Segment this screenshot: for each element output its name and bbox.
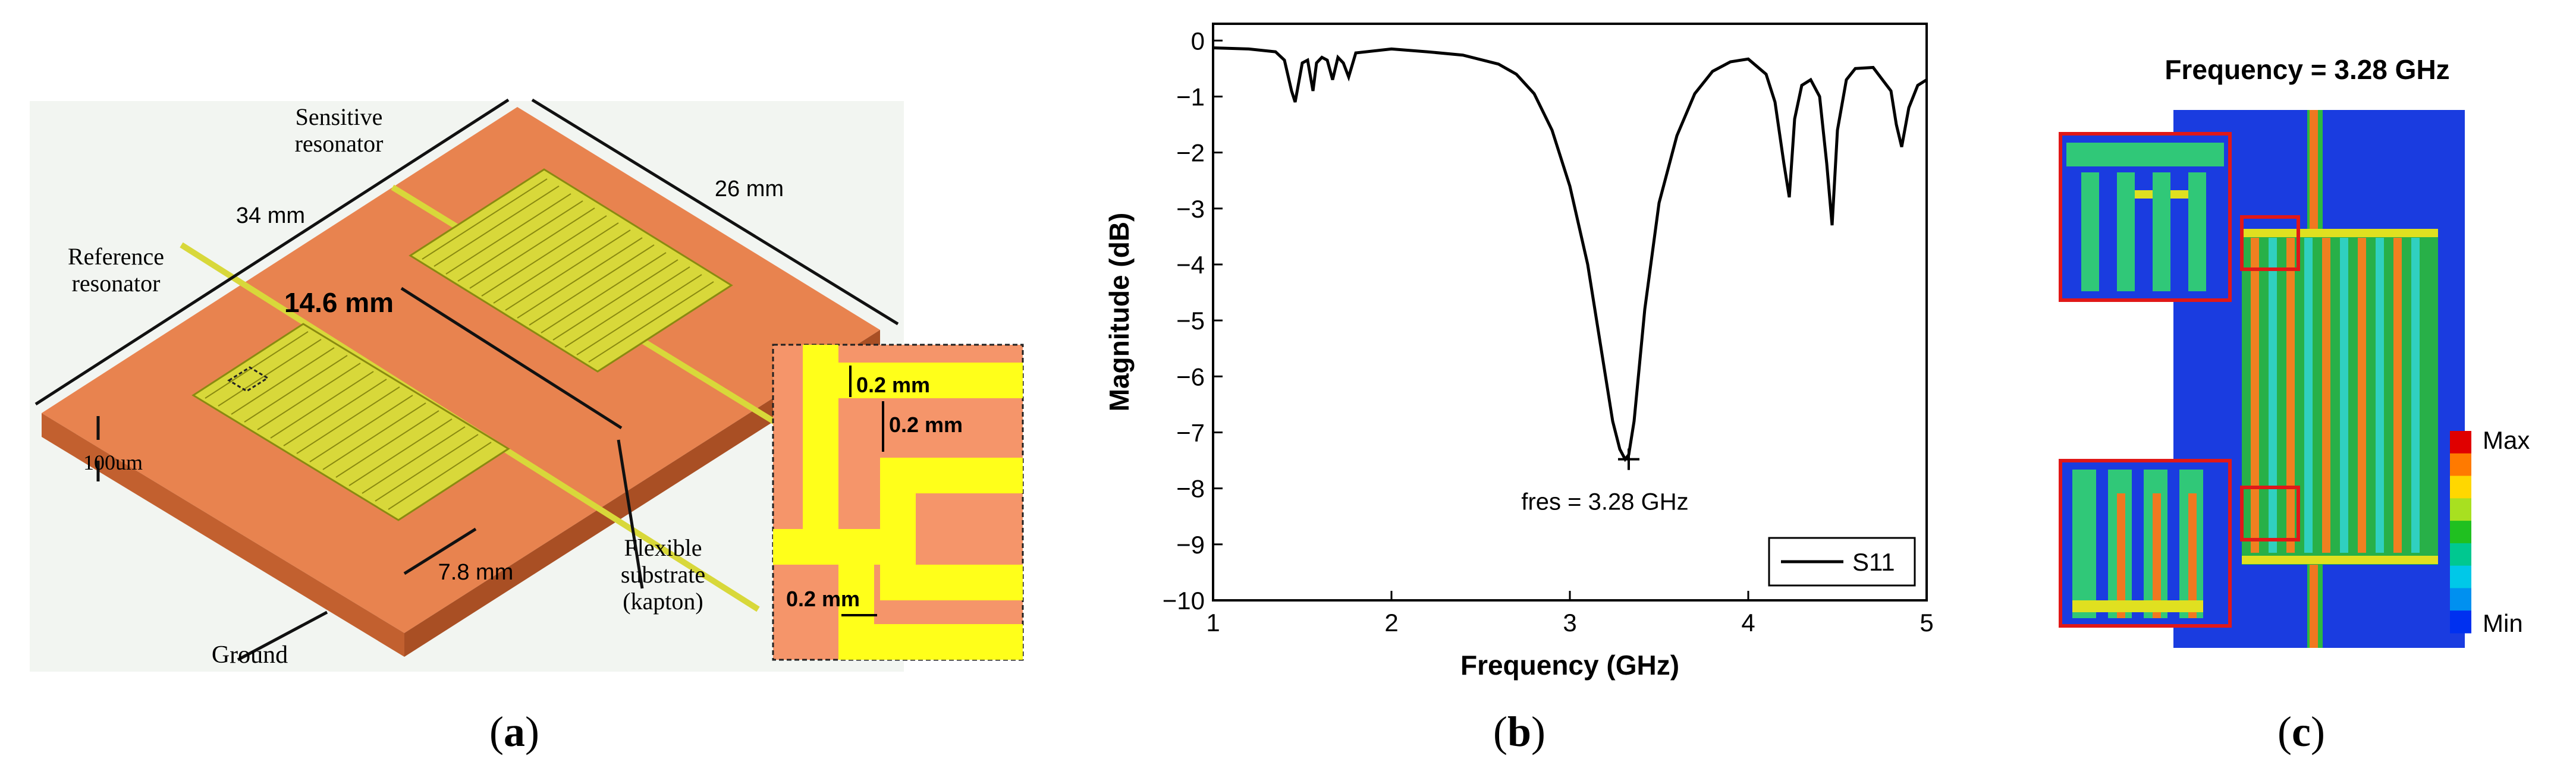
- inset-top: [2059, 132, 2232, 302]
- x-ticks: 1 2 3 4 5: [1206, 591, 1934, 637]
- colorbar-segment: [2450, 543, 2471, 566]
- label-7-8mm: 7.8 mm: [438, 560, 514, 585]
- panel-b: 0 −1 −2 −3 −4 −5 −6 −7 −8 −9 −10 1 2 3 4 5 fres = 3.28…: [1094, 12, 1939, 713]
- resonator-bottom-bar: [2242, 556, 2438, 564]
- y-tick-label: −4: [1176, 251, 1205, 279]
- y-tick-label: −1: [1176, 83, 1205, 111]
- label-kapton: (kapton): [623, 588, 703, 615]
- x-tick-label: 3: [1563, 609, 1576, 637]
- inset-bottom: [2059, 459, 2232, 628]
- panel-a: Sensitive resonator 34 mm 26 mm Referenc…: [24, 95, 1035, 678]
- x-axis-label: Frequency (GHz): [1460, 650, 1679, 681]
- inset-trace-top: [838, 363, 1023, 398]
- caption-c: (c): [2277, 708, 2325, 755]
- caption-a: (a): [489, 708, 539, 755]
- x-tick-label: 2: [1384, 609, 1398, 637]
- colorbar-segment: [2450, 565, 2471, 588]
- colorbar-segment: [2450, 453, 2471, 477]
- caption-b: (b): [1493, 708, 1545, 755]
- y-tick-label: −9: [1176, 531, 1205, 559]
- s11-chart: 0 −1 −2 −3 −4 −5 −6 −7 −8 −9 −10 1 2 3 4 5 fres = 3.28…: [1104, 23, 1934, 681]
- colorbar: [2450, 431, 2471, 634]
- label-sensitive-resonator: resonator: [295, 130, 384, 157]
- y-ticks: 0 −1 −2 −3 −4 −5 −6 −7 −8 −9 −10: [1163, 27, 1223, 615]
- substrate-side-left: [42, 413, 404, 657]
- y-tick-label: −6: [1176, 363, 1205, 391]
- label-ground: Ground: [212, 641, 288, 669]
- sensitive-resonator: [409, 168, 733, 373]
- label-26mm: 26 mm: [715, 177, 784, 201]
- colorbar-segment: [2450, 521, 2471, 544]
- inset-zoom: 0.2 mm 0.2 mm 0.2 mm: [772, 344, 1024, 661]
- colorbar-segment: [2450, 431, 2471, 454]
- label-flexible: Flexible: [624, 534, 702, 561]
- y-tick-label: −8: [1176, 475, 1205, 503]
- reference-resonator: [191, 323, 510, 521]
- resonator-top-bar: [2242, 229, 2438, 237]
- x-tick-label: 5: [1920, 609, 1933, 637]
- y-axis-label: Magnitude (dB): [1104, 213, 1135, 412]
- inset-trace-bottom: [838, 624, 1023, 660]
- inset-label-2: 0.2 mm: [889, 413, 963, 437]
- resonator-drawing: Sensitive resonator 34 mm 26 mm Referenc…: [30, 98, 1024, 672]
- sensitive-resonator-traces: [422, 178, 714, 363]
- y-tick-label: 0: [1191, 27, 1205, 55]
- label-reference-resonator: resonator: [72, 270, 161, 297]
- plot-frame: [1212, 23, 1928, 602]
- colorbar-segment: [2450, 498, 2471, 521]
- zoom-box-bottom: [2240, 486, 2300, 541]
- colorbar-segment: [2450, 610, 2471, 634]
- y-tick-label: −10: [1163, 587, 1205, 615]
- inset-label-3: 0.2 mm: [786, 587, 860, 611]
- colorbar-segment: [2450, 476, 2471, 499]
- current-distribution-map: Max Min: [2059, 110, 2530, 648]
- inset-trace-mid-bottom: [880, 565, 1023, 600]
- colorbar-min-label: Min: [2483, 609, 2523, 637]
- colorbar-max-label: Max: [2483, 426, 2530, 454]
- y-tick-label: −2: [1176, 139, 1205, 167]
- label-sensitive: Sensitive: [296, 103, 383, 130]
- fres-annotation: fres = 3.28 GHz: [1521, 489, 1688, 515]
- reference-resonator-traces: [205, 331, 492, 510]
- y-tick-label: −3: [1176, 195, 1205, 223]
- inset-label-1: 0.2 mm: [856, 373, 930, 397]
- label-14-6mm: 14.6 mm: [284, 287, 394, 318]
- label-reference: Reference: [68, 243, 164, 270]
- zoom-box-top: [2240, 215, 2300, 271]
- legend: S11: [1768, 537, 1916, 587]
- fres-marker: [1618, 448, 1639, 470]
- dimension-arrows: [34, 98, 899, 662]
- x-tick-label: 4: [1741, 609, 1755, 637]
- y-tick-label: −5: [1176, 307, 1205, 335]
- inset-dim-arrows: [841, 366, 884, 616]
- colorbar-segment: [2450, 588, 2471, 611]
- series-s11-line: [1212, 46, 1928, 462]
- legend-label-s11: S11: [1852, 548, 1895, 576]
- substrate-top: [42, 107, 880, 633]
- inset-trace-left-bar: [773, 529, 880, 565]
- label-thickness: 100um: [83, 451, 143, 474]
- panel-c: Frequency = 3.28 GHz: [2046, 53, 2569, 672]
- x-tick-label: 1: [1206, 609, 1220, 637]
- resonator-field-fingers: [2251, 238, 2420, 553]
- inset-trace-vertical: [803, 345, 838, 565]
- label-34mm: 34 mm: [236, 203, 305, 228]
- label-substrate: substrate: [621, 561, 705, 588]
- panel-c-title: Frequency = 3.28 GHz: [2165, 54, 2450, 85]
- y-tick-label: −7: [1176, 418, 1205, 446]
- inset-trace-mid-top: [880, 458, 1023, 493]
